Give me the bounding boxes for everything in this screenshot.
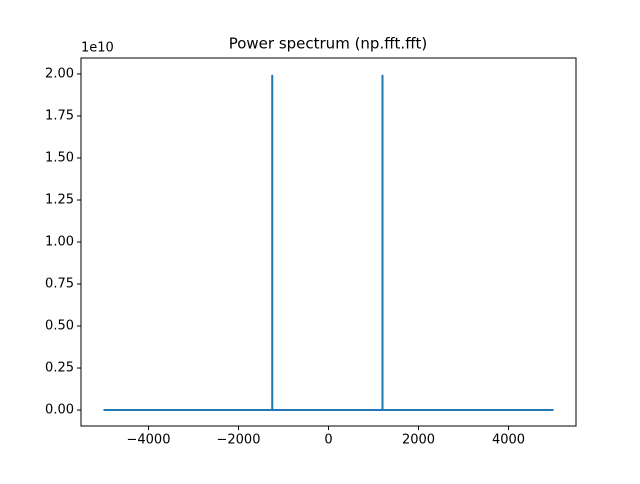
y-tick-label: 1.50 <box>45 150 74 165</box>
chart-title: Power spectrum (np.fft.fft) <box>229 35 428 53</box>
line <box>103 74 554 412</box>
x-tick-label: −2000 <box>217 433 261 448</box>
y-tick-label: 0.50 <box>45 319 74 334</box>
plot-frame <box>80 57 577 427</box>
y-tick-label: 2.00 <box>45 66 74 81</box>
y-offset-label: 1e10 <box>81 41 114 56</box>
y-tick-label: 0.00 <box>45 403 74 418</box>
y-tick-label: 0.75 <box>45 277 74 292</box>
x-tick-label: 2000 <box>402 433 435 448</box>
x-tick-label: −4000 <box>127 433 171 448</box>
y-tick-label: 1.75 <box>45 108 74 123</box>
x-tick-label: 4000 <box>492 433 525 448</box>
x-tick-label: 0 <box>324 433 332 448</box>
y-tick-label: 1.25 <box>45 192 74 207</box>
y-tick-label: 0.25 <box>45 361 74 376</box>
y-tick-label: 1.00 <box>45 235 74 250</box>
